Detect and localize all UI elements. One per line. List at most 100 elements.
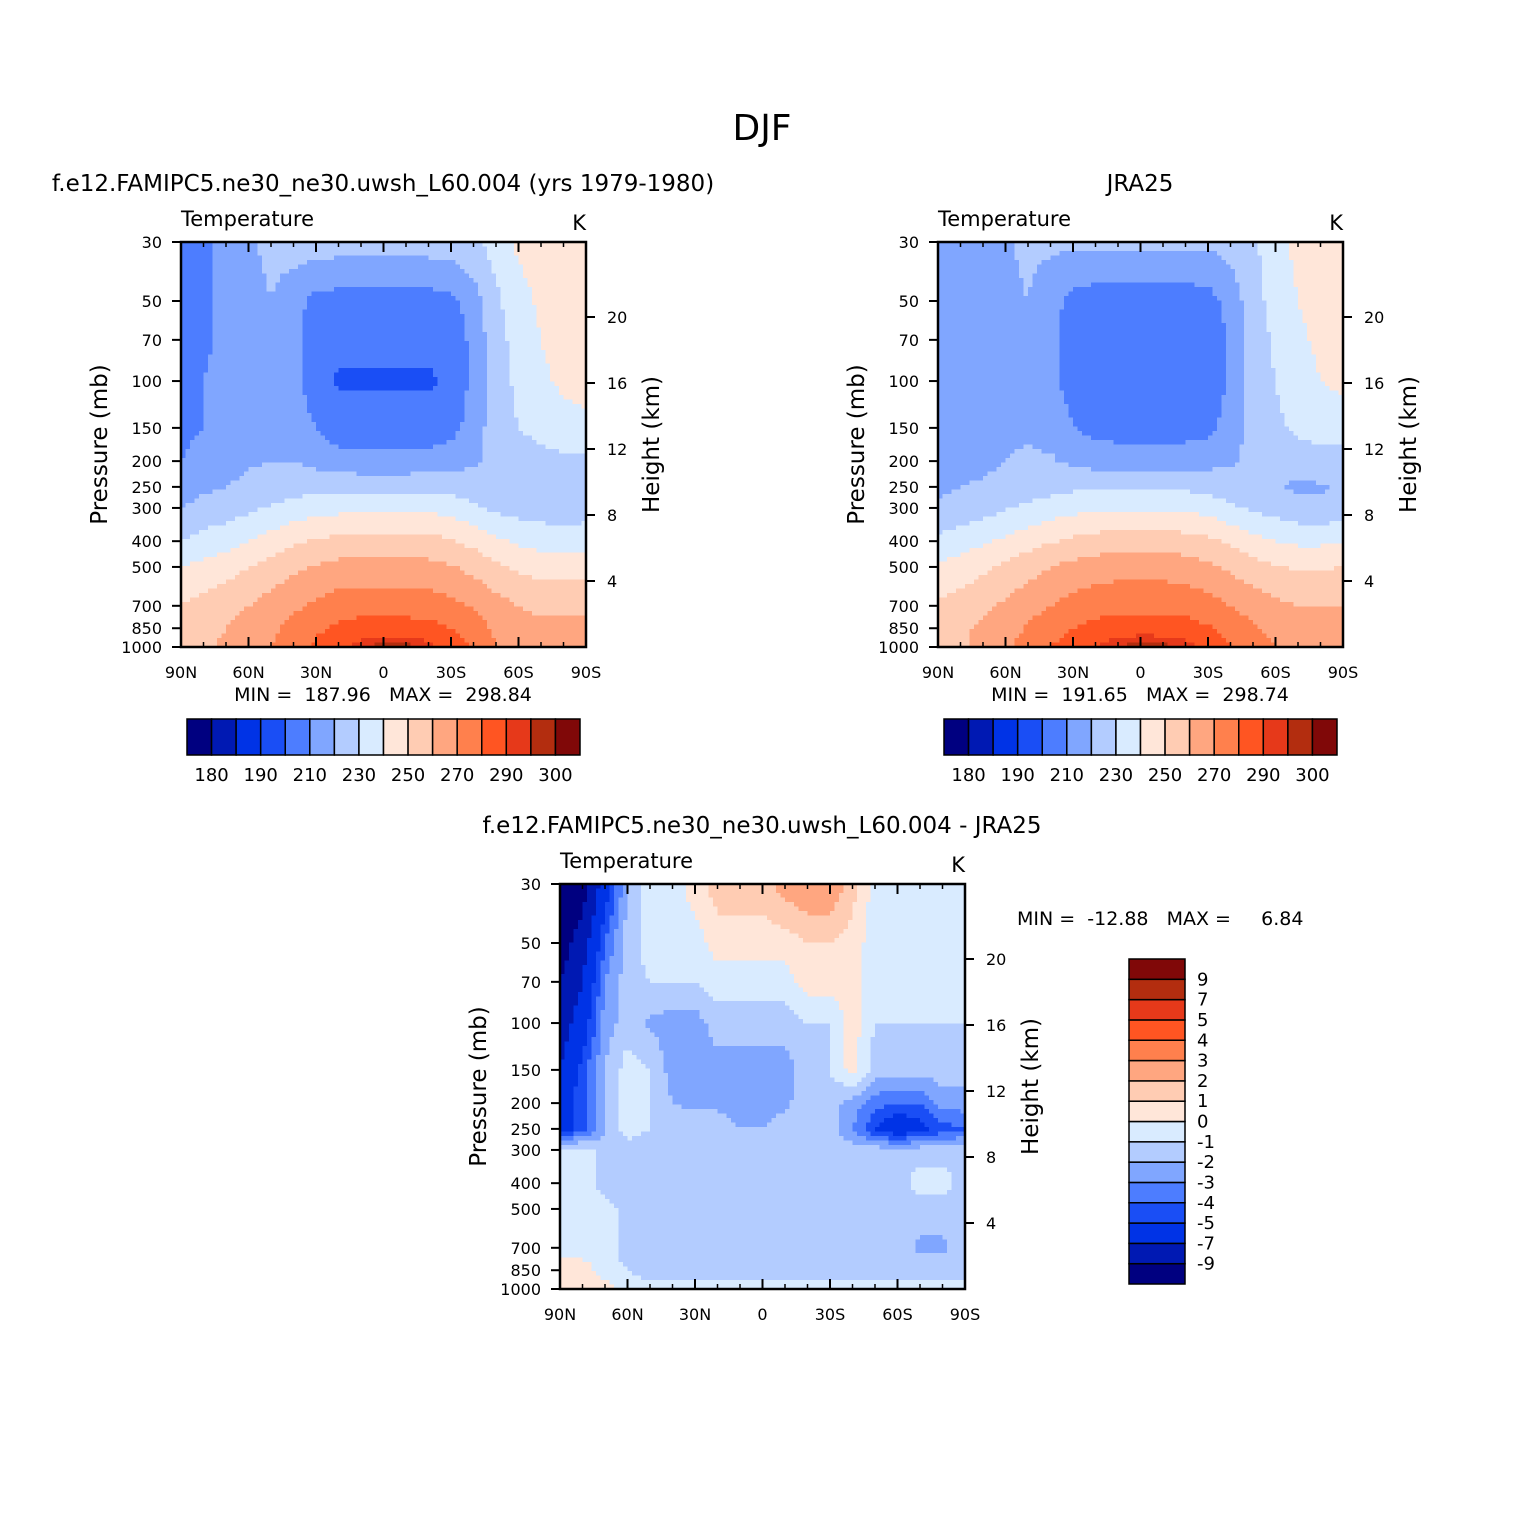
field-cell <box>365 453 371 459</box>
field-cell <box>293 305 299 311</box>
field-cell <box>536 318 542 324</box>
field-cell <box>527 422 533 428</box>
field-cell <box>361 260 367 266</box>
field-cell <box>532 287 538 293</box>
field-cell <box>577 350 583 356</box>
field-cell <box>311 440 317 446</box>
field-cell <box>235 354 241 360</box>
field-cell <box>581 386 587 392</box>
field-cell <box>487 440 493 446</box>
field-cell <box>203 458 209 464</box>
field-cell <box>478 318 484 324</box>
field-cell <box>550 381 556 387</box>
field-cell <box>311 363 317 369</box>
field-cell <box>347 440 353 446</box>
field-cell <box>343 287 349 293</box>
field-cell <box>298 345 304 351</box>
field-cell <box>424 471 430 477</box>
field-cell <box>401 323 407 329</box>
field-cell <box>554 399 560 405</box>
field-cell <box>185 458 191 464</box>
field-cell <box>550 462 556 468</box>
field-cell <box>482 471 488 477</box>
field-cell <box>275 264 281 270</box>
field-cell <box>293 309 299 315</box>
field-cell <box>536 269 542 275</box>
field-cell <box>406 323 412 329</box>
field-cell <box>185 251 191 257</box>
field-cell <box>491 449 497 455</box>
field-cell <box>343 467 349 473</box>
field-cell <box>451 386 457 392</box>
field-cell <box>284 242 290 248</box>
field-cell <box>361 287 367 293</box>
field-cell <box>581 476 587 482</box>
field-cell <box>266 476 272 482</box>
field-cell <box>257 305 263 311</box>
field-cell <box>541 480 547 486</box>
field-cell <box>266 345 272 351</box>
field-cell <box>379 345 385 351</box>
field-cell <box>208 314 214 320</box>
field-cell <box>257 242 263 248</box>
field-cell <box>239 345 245 351</box>
field-cell <box>442 291 448 297</box>
field-cell <box>284 323 290 329</box>
field-cell <box>509 336 515 342</box>
field-cell <box>370 435 376 441</box>
field-cell <box>464 287 470 293</box>
field-cell <box>262 413 268 419</box>
field-cell <box>442 300 448 306</box>
field-cell <box>316 381 322 387</box>
field-cell <box>437 336 443 342</box>
field-cell <box>320 377 326 383</box>
field-cell <box>500 363 506 369</box>
field-cell <box>311 372 317 378</box>
field-cell <box>361 399 367 405</box>
field-cell <box>473 264 479 270</box>
field-cell <box>320 440 326 446</box>
field-cell <box>451 309 457 315</box>
field-cell <box>217 413 223 419</box>
field-cell <box>199 440 205 446</box>
field-cell <box>379 444 385 450</box>
field-cell <box>271 386 277 392</box>
field-cell <box>275 278 281 284</box>
field-cell <box>235 476 241 482</box>
field-cell <box>329 449 335 455</box>
field-cell <box>352 332 358 338</box>
field-cell <box>302 255 308 261</box>
field-cell <box>226 332 232 338</box>
field-cell <box>320 318 326 324</box>
field-cell <box>203 287 209 293</box>
field-cell <box>212 242 218 248</box>
field-cell <box>397 305 403 311</box>
field-cell <box>190 489 196 495</box>
field-cell <box>293 345 299 351</box>
field-cell <box>514 350 520 356</box>
field-cell <box>446 278 452 284</box>
field-cell <box>428 449 434 455</box>
field-cell <box>554 462 560 468</box>
field-cell <box>293 246 299 252</box>
field-cell <box>491 354 497 360</box>
field-cell <box>370 309 376 315</box>
field-cell <box>320 242 326 248</box>
field-cell <box>536 404 542 410</box>
field-cell <box>185 462 191 468</box>
field-cell <box>446 485 452 491</box>
field-cell <box>325 462 331 468</box>
field-cell <box>271 390 277 396</box>
field-cell <box>316 269 322 275</box>
field-cell <box>244 480 250 486</box>
field-cell <box>239 458 245 464</box>
field-cell <box>478 404 484 410</box>
field-cell <box>433 462 439 468</box>
field-cell <box>320 404 326 410</box>
field-cell <box>248 255 254 261</box>
field-cell <box>329 264 335 270</box>
field-cell <box>185 426 191 432</box>
field-cell <box>541 377 547 383</box>
field-cell <box>397 323 403 329</box>
field-cell <box>572 372 578 378</box>
